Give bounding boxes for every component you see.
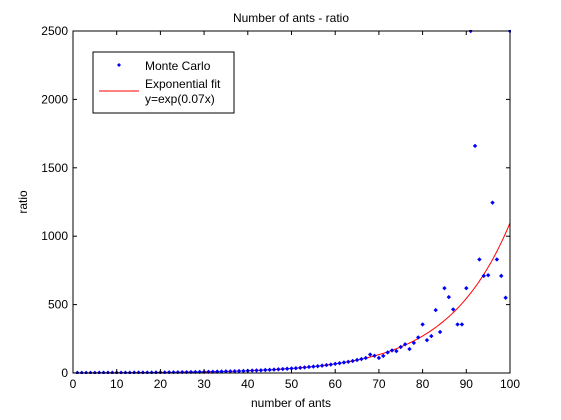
x-tick-label: 90 bbox=[460, 377, 474, 391]
data-point-monte-carlo bbox=[446, 294, 452, 300]
data-point-monte-carlo bbox=[499, 273, 504, 279]
legend-label-exponential-formula: y=exp(0.07x) bbox=[145, 92, 215, 106]
y-tick-label: 2500 bbox=[41, 24, 68, 38]
data-point-monte-carlo bbox=[319, 363, 325, 368]
data-point-monte-carlo bbox=[402, 342, 408, 347]
data-point-monte-carlo bbox=[324, 362, 329, 368]
data-point-monte-carlo bbox=[333, 361, 338, 367]
data-point-monte-carlo bbox=[280, 366, 285, 372]
x-tick-label: 100 bbox=[500, 377, 520, 391]
data-point-monte-carlo bbox=[350, 358, 355, 364]
x-tick-label: 80 bbox=[416, 377, 430, 391]
data-point-monte-carlo bbox=[376, 355, 382, 361]
data-point-monte-carlo bbox=[249, 368, 255, 373]
data-point-monte-carlo bbox=[381, 353, 386, 359]
data-point-monte-carlo bbox=[494, 257, 500, 262]
data-point-monte-carlo bbox=[311, 364, 316, 369]
data-point-monte-carlo bbox=[385, 350, 390, 355]
data-point-monte-carlo bbox=[223, 369, 229, 374]
data-point-monte-carlo bbox=[298, 365, 303, 371]
data-point-monte-carlo bbox=[267, 367, 272, 373]
x-tick-label: 50 bbox=[285, 377, 299, 391]
data-point-monte-carlo bbox=[254, 368, 259, 373]
data-point-monte-carlo bbox=[337, 360, 342, 366]
data-point-monte-carlo bbox=[289, 366, 294, 371]
data-point-monte-carlo bbox=[394, 348, 399, 354]
data-point-monte-carlo bbox=[464, 285, 469, 291]
data-point-monte-carlo bbox=[363, 355, 368, 361]
x-tick-label: 10 bbox=[110, 377, 124, 391]
x-tick-label: 40 bbox=[241, 377, 255, 391]
y-tick-label: 1500 bbox=[41, 161, 68, 175]
y-tick-label: 500 bbox=[48, 298, 68, 312]
data-point-monte-carlo bbox=[228, 369, 233, 374]
legend-marker-monte-carlo bbox=[117, 63, 121, 67]
y-tick-label: 1000 bbox=[41, 229, 68, 243]
data-point-monte-carlo bbox=[328, 362, 334, 367]
data-point-monte-carlo bbox=[284, 366, 290, 371]
x-tick-label: 70 bbox=[372, 377, 386, 391]
data-point-monte-carlo bbox=[210, 369, 216, 374]
x-tick-label: 20 bbox=[154, 377, 168, 391]
data-point-monte-carlo bbox=[477, 257, 482, 262]
data-point-monte-carlo bbox=[389, 348, 395, 353]
data-point-monte-carlo bbox=[232, 369, 237, 374]
data-point-monte-carlo bbox=[315, 363, 320, 369]
legend-box bbox=[92, 51, 235, 114]
data-point-monte-carlo bbox=[437, 329, 443, 335]
data-point-monte-carlo bbox=[302, 365, 307, 370]
data-point-monte-carlo bbox=[359, 356, 364, 362]
chart-title: Number of ants - ratio bbox=[233, 11, 349, 25]
data-point-monte-carlo bbox=[346, 359, 351, 364]
x-tick-label: 30 bbox=[197, 377, 211, 391]
data-point-monte-carlo bbox=[490, 200, 495, 205]
y-axis-label: ratio bbox=[16, 190, 30, 214]
x-tick-label: 60 bbox=[329, 377, 343, 391]
data-point-monte-carlo bbox=[236, 368, 242, 374]
legend-label-exponential-fit: Exponential fit bbox=[145, 77, 221, 91]
data-point-monte-carlo bbox=[485, 272, 491, 278]
data-point-monte-carlo bbox=[276, 367, 281, 372]
data-point-monte-carlo bbox=[398, 344, 403, 350]
data-point-monte-carlo bbox=[503, 295, 508, 300]
data-point-monte-carlo bbox=[271, 367, 277, 372]
legend: Monte Carlo Exponential fit y=exp(0.07x) bbox=[92, 51, 235, 114]
data-point-monte-carlo bbox=[472, 143, 478, 149]
x-tick-label: 0 bbox=[70, 377, 77, 391]
data-point-monte-carlo bbox=[429, 333, 434, 339]
data-point-monte-carlo bbox=[424, 337, 430, 343]
data-point-monte-carlo bbox=[372, 353, 377, 358]
data-point-monte-carlo bbox=[341, 360, 347, 365]
data-point-monte-carlo bbox=[354, 357, 360, 363]
data-point-monte-carlo bbox=[241, 368, 246, 374]
data-point-monte-carlo bbox=[420, 322, 425, 327]
data-point-monte-carlo bbox=[455, 322, 460, 327]
data-point-monte-carlo bbox=[459, 322, 465, 327]
data-point-monte-carlo bbox=[450, 307, 456, 312]
data-point-monte-carlo bbox=[433, 307, 438, 313]
legend-label-monte-carlo: Monte Carlo bbox=[145, 59, 211, 73]
x-axis-label: number of ants bbox=[251, 396, 331, 410]
data-point-monte-carlo bbox=[258, 368, 264, 373]
y-tick-label: 2000 bbox=[41, 92, 68, 106]
data-point-monte-carlo bbox=[206, 369, 211, 374]
axes: 0 10 20 30 40 50 60 70 80 90 100050010001500200025… bbox=[41, 24, 520, 391]
data-point-monte-carlo bbox=[293, 366, 299, 371]
data-point-monte-carlo bbox=[367, 352, 373, 357]
data-point-monte-carlo bbox=[306, 364, 312, 370]
data-point-monte-carlo bbox=[411, 340, 417, 346]
data-point-monte-carlo bbox=[416, 335, 421, 340]
data-point-monte-carlo bbox=[407, 346, 412, 352]
data-point-monte-carlo bbox=[442, 285, 447, 291]
data-point-monte-carlo bbox=[481, 273, 486, 279]
data-point-monte-carlo bbox=[263, 367, 268, 373]
y-tick-label: 0 bbox=[61, 366, 68, 380]
